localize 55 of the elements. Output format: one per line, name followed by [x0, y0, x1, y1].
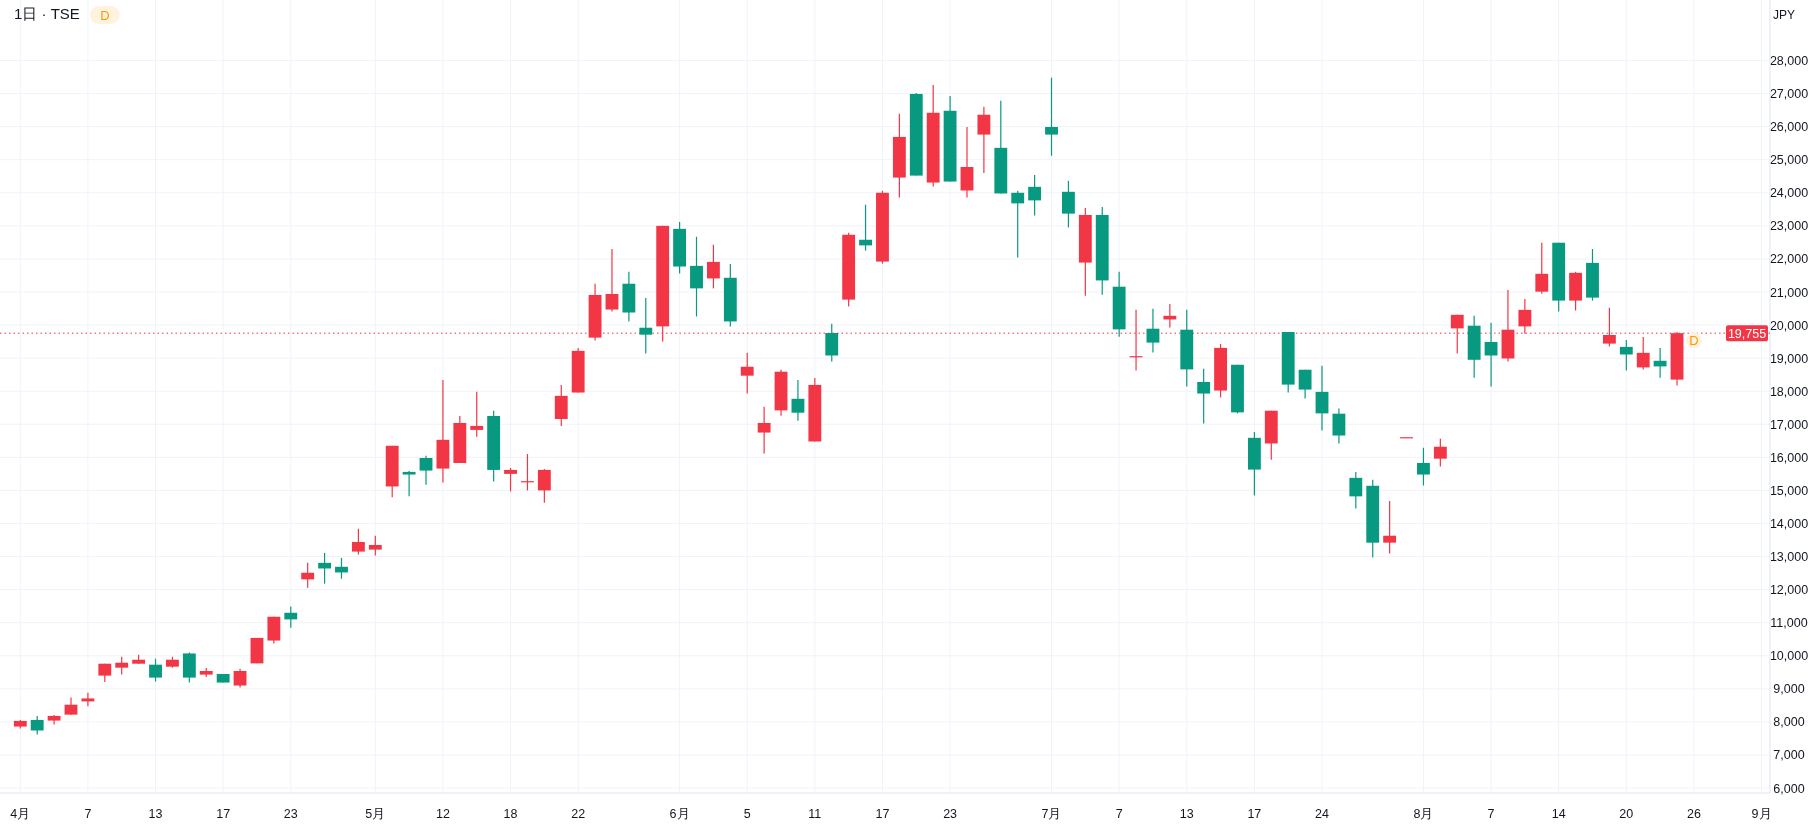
y-tick-label: 26,000: [1769, 120, 1808, 135]
x-tick-label: 23: [283, 807, 298, 821]
annotation: D: [1689, 332, 1699, 348]
y-tick-label: 19,000: [1769, 351, 1808, 366]
x-tick-label: 24: [1315, 807, 1329, 821]
event-marker: D: [1685, 332, 1702, 349]
y-tick-label: 16,000: [1769, 450, 1808, 465]
y-tick-label: 9,000: [1773, 682, 1805, 697]
y-tick-label: 25,000: [1769, 153, 1808, 168]
x-tick-label: 13: [1179, 807, 1194, 821]
y-tick-label: 27,000: [1769, 87, 1808, 102]
y-tick-label: 18,000: [1769, 384, 1808, 399]
x-tick-label: 6月: [669, 807, 690, 821]
y-tick-label: 23,000: [1769, 219, 1808, 234]
y-tick-label: 6,000: [1773, 781, 1805, 796]
x-tick-label: 7: [84, 807, 92, 821]
x-tick-label: 22: [571, 807, 586, 821]
badge: D: [89, 6, 120, 24]
x-tick-label: 7: [1115, 807, 1123, 821]
y-tick-label: 20,000: [1769, 318, 1808, 333]
x-tick-label: 4月: [10, 807, 31, 821]
currency: JPY: [1773, 8, 1795, 22]
x-tick-label: 13: [148, 807, 163, 821]
y-tick-label: 10,000: [1769, 649, 1808, 664]
y-tick-label: 13,000: [1769, 550, 1808, 565]
x-tick-label: 7月: [1041, 807, 1062, 821]
y-tick-label: 14,000: [1769, 516, 1808, 531]
x-tick-label: 5: [743, 807, 751, 821]
y-tick-label: 12,000: [1769, 583, 1808, 598]
x-tick-label: 8月: [1413, 807, 1434, 821]
y-tick-label: 28,000: [1769, 54, 1808, 69]
annotation: D: [100, 7, 110, 23]
title: 1日 · TSE: [14, 5, 80, 22]
x-tick-label: 12: [435, 807, 450, 821]
x-tick-label: 23: [943, 807, 958, 821]
y-tick-label: 15,000: [1769, 483, 1808, 498]
x-tick-label: 17: [875, 807, 890, 821]
x-tick-label: 7: [1487, 807, 1495, 821]
x-tick-label: 14: [1551, 807, 1566, 821]
x-tick-label: 18: [503, 807, 518, 821]
y-tick-label: 24,000: [1769, 186, 1808, 201]
x-tick-label: 17: [216, 807, 231, 821]
x-tick-label: 26: [1686, 807, 1701, 821]
y-tick-label: 17,000: [1769, 417, 1808, 432]
x-tick-label: 5月: [365, 807, 386, 821]
y-tick-label: 7,000: [1773, 748, 1805, 763]
y-tick-label: 11,000: [1770, 616, 1808, 631]
y-tick-label: 21,000: [1769, 285, 1808, 300]
y-tick-label: 8,000: [1773, 715, 1805, 730]
y-tick-label: 22,000: [1769, 252, 1808, 267]
x-tick-label: 20: [1619, 807, 1634, 821]
x-tick-label: 9月: [1751, 807, 1772, 821]
x-tick-label: 17: [1247, 807, 1262, 821]
x-tick-label: 11: [808, 807, 822, 821]
ref-label: 19,755: [1726, 325, 1768, 342]
